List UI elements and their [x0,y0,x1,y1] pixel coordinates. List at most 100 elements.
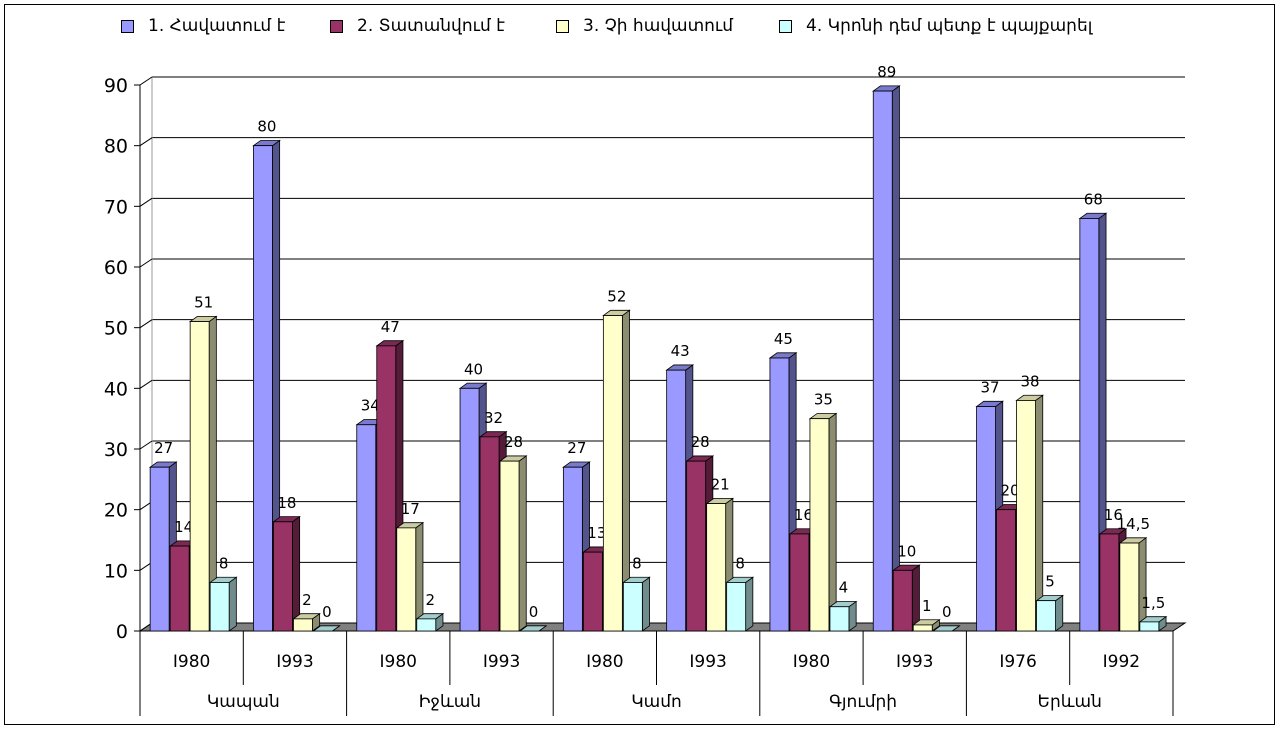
legend-label-3: 3. Չի հավատում [583,16,734,36]
bar [726,582,747,632]
bar [686,460,707,632]
bar [789,533,810,632]
legend-label-4: 4. Կրոնի դեմ պետք է պայքարել [806,16,1093,36]
legend-label-1: 1. Հավատում է [148,16,286,36]
bar-side [1138,537,1147,632]
x-category-label: I993 [276,652,313,672]
x-category-label: I992 [1103,652,1140,672]
legend-item-4: 4. Կրոնի դեմ պետք է պայքարել [779,14,1092,38]
y-tick-label: 30 [104,439,128,461]
bar [1139,621,1160,632]
data-label: 80 [257,118,276,136]
data-label: 8 [735,554,745,572]
y-tick-diag-40 [139,379,153,389]
x-group-label: Կամո [631,692,682,712]
bar [829,606,850,632]
bar [602,315,623,632]
x-category-label: I993 [896,652,933,672]
data-label: 17 [401,500,420,518]
y-tick-label: 0 [116,621,128,643]
data-label: 1,5 [1141,594,1165,612]
data-label: 28 [504,433,523,451]
bar [706,503,727,632]
y-tick-label: 20 [104,500,128,522]
bar [562,466,583,632]
data-label: 1 [922,597,932,615]
legend-swatch-2 [330,19,343,33]
bar [376,345,397,632]
data-label: 4 [839,579,849,597]
data-label: 16 [1104,506,1123,524]
x-category-label: I993 [689,652,726,672]
y-tick-label: 60 [104,257,128,279]
bar [253,145,273,632]
bar [1036,600,1056,632]
y-tick-diag-60 [139,258,153,268]
bar [892,569,913,632]
bar [273,521,293,632]
bar [459,387,480,632]
bar-side [292,515,301,632]
y-tick-diag-80 [139,137,153,147]
data-label: 16 [794,506,813,524]
bar [769,357,790,632]
x-group-label: Գյումրի [829,692,897,712]
data-label: 0 [942,603,952,621]
data-label: 21 [711,476,730,494]
y-tick-diag-50 [139,319,153,329]
x-group-label: Կապան [207,692,280,712]
bar-side [828,412,837,632]
bar [976,406,996,632]
legend-swatch-4 [779,19,792,33]
x-category-label: I980 [793,652,830,672]
y-tick-label: 90 [104,75,128,97]
bar [1079,218,1100,632]
data-label: 89 [877,63,896,81]
bar [582,551,603,632]
data-label: 43 [671,342,690,360]
bar [996,509,1016,632]
data-label: 8 [219,554,229,572]
data-label: 5 [1045,573,1055,591]
bar [872,90,893,632]
x-category-label: I976 [999,652,1036,672]
bar [666,369,687,632]
bar [1119,542,1140,632]
bar [396,527,417,632]
data-label: 14,5 [1117,515,1150,533]
y-tick-diag-70 [139,197,153,207]
bar-side [518,455,527,632]
data-label: 14 [174,518,193,536]
bar-side [745,576,754,632]
data-label: 8 [632,554,642,572]
legend-swatch-3 [556,19,569,33]
bar [1099,533,1120,632]
bar [622,582,643,632]
legend-item-2: 2. Տատանվում է [330,14,505,38]
y-tick-label: 80 [104,136,128,158]
y-tick-diag-90 [139,76,153,86]
bar-top [518,625,548,632]
data-label: 13 [587,524,606,542]
data-label: 47 [381,318,400,336]
y-tick-label: 50 [104,318,128,340]
y-tick-diag-30 [139,440,153,450]
x-category-label: I980 [586,652,623,672]
data-label: 40 [464,360,483,378]
bar [416,618,437,632]
bar [169,545,190,632]
legend-label-2: 2. Տատանվում է [357,16,505,36]
legend-item-1: 1. Հավատում է [121,14,285,38]
bar [149,466,170,632]
data-label: 0 [529,603,539,621]
data-label: 18 [277,494,296,512]
bar [356,424,377,632]
data-label: 27 [154,439,173,457]
bar [189,321,210,632]
x-category-label: I980 [173,652,210,672]
bar [1016,400,1036,632]
data-label: 52 [607,288,626,306]
data-label: 35 [814,391,833,409]
bar-top [312,625,341,632]
